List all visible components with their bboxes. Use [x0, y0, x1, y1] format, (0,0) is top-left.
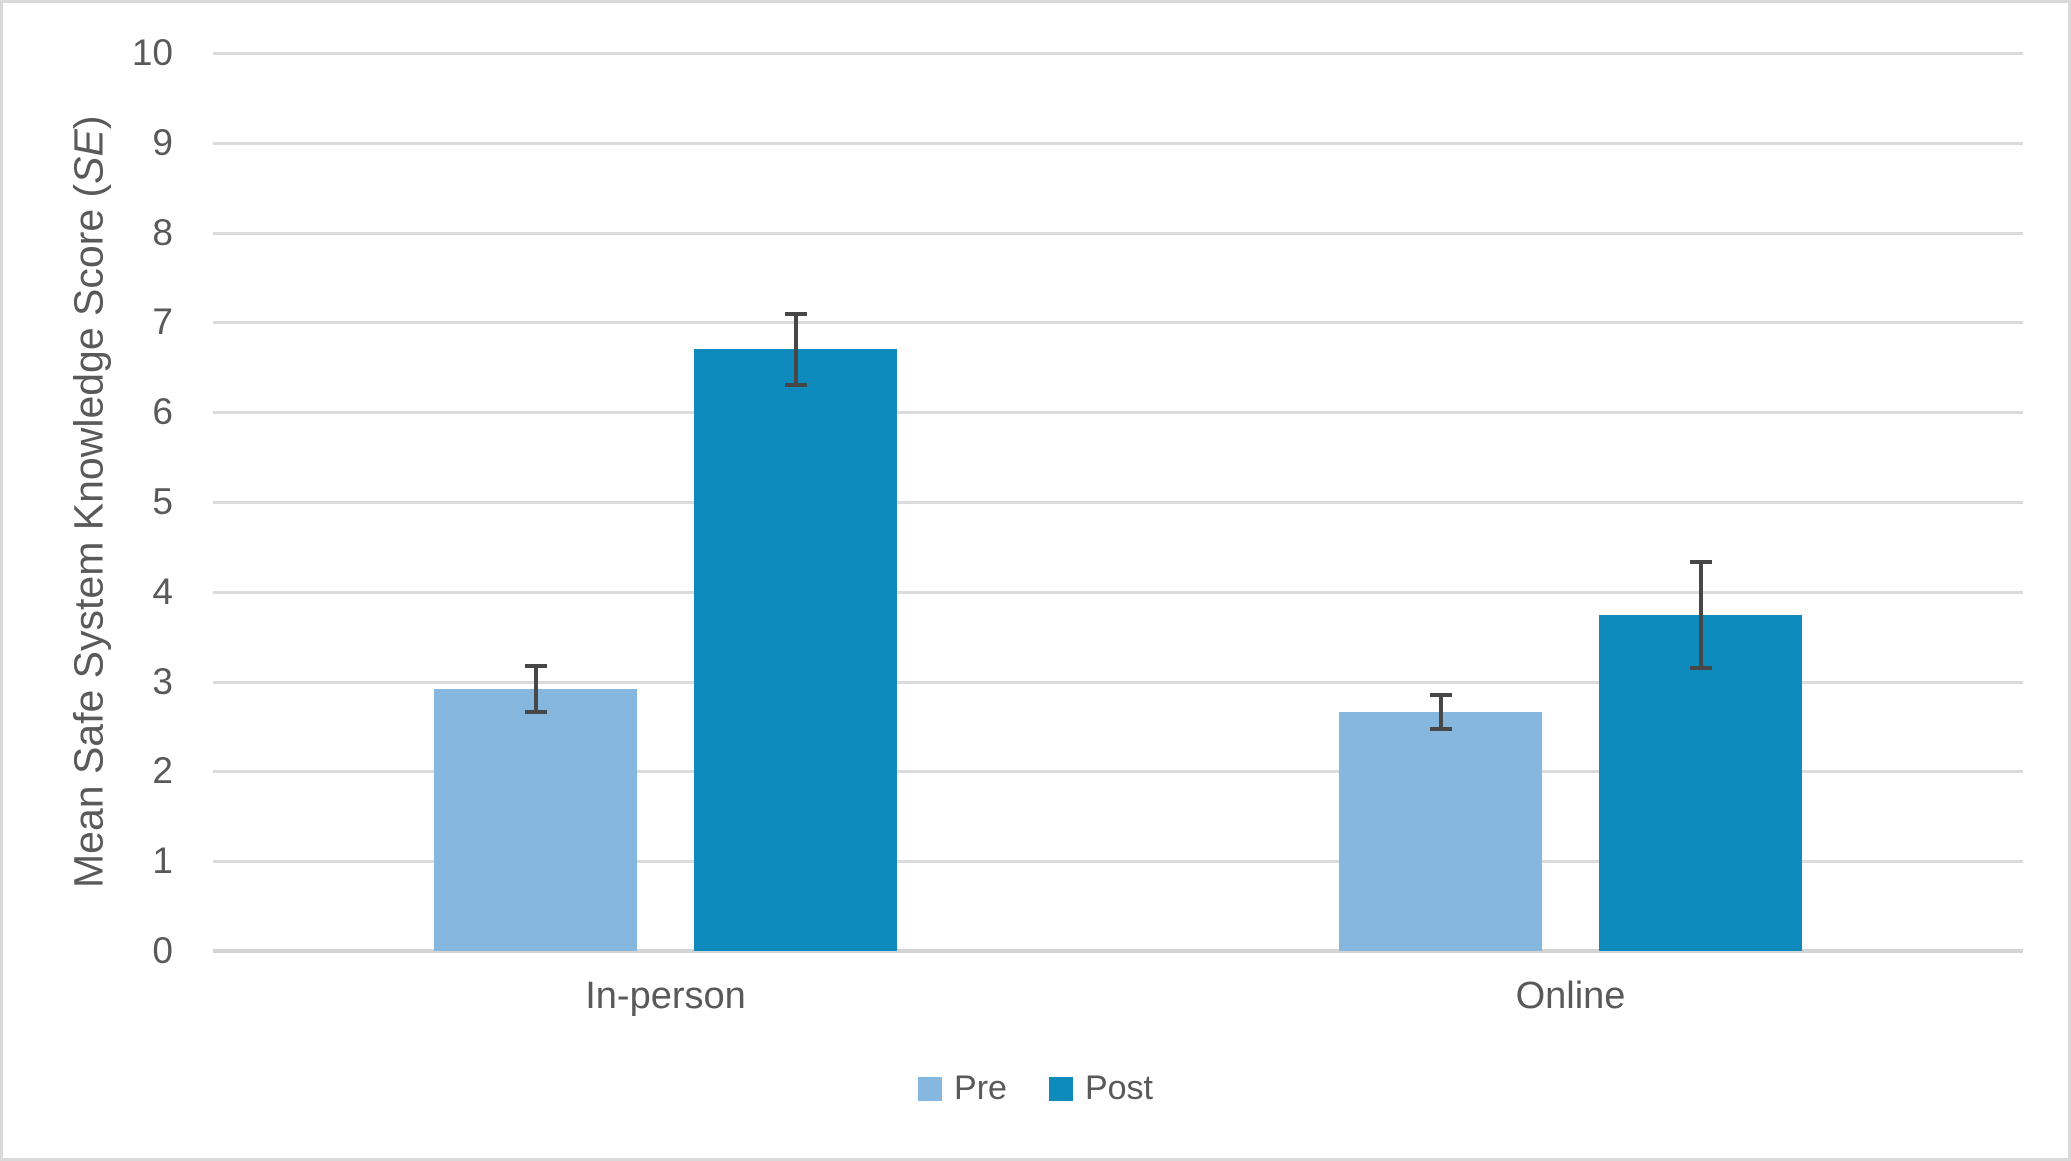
y-tick-label: 8 — [152, 211, 173, 253]
error-bar-cap-bottom — [1689, 665, 1712, 670]
error-bar-cap-top — [1689, 560, 1712, 565]
bar-post-online — [1599, 615, 1802, 951]
y-tick-label: 1 — [152, 840, 173, 882]
error-bar-cap-bottom — [784, 383, 807, 388]
gridline — [213, 141, 2023, 145]
legend-swatch-pre — [918, 1076, 943, 1101]
y-tick-label: 6 — [152, 391, 173, 433]
gridline — [213, 321, 2023, 325]
error-bar-line — [533, 663, 538, 714]
y-tick-label: 9 — [152, 121, 173, 163]
y-tick-label: 10 — [131, 32, 173, 73]
y-tick-label: 3 — [152, 660, 173, 702]
legend-swatch-post — [1048, 1076, 1073, 1101]
y-tick-label: 4 — [152, 570, 173, 612]
gridline — [213, 501, 2023, 504]
y-axis-tick-labels: 0 1 2 3 4 5 6 7 8 9 10 — [3, 33, 173, 971]
legend: Pre Post — [3, 1069, 2068, 1108]
y-tick-label: 2 — [152, 750, 173, 792]
error-bar-pre-in-person — [524, 663, 547, 714]
gridline — [213, 231, 2023, 235]
x-axis-category-labels: In-person Online — [213, 975, 2023, 1025]
legend-item-pre: Pre — [918, 1069, 1007, 1108]
legend-item-post: Post — [1048, 1069, 1153, 1108]
x-axis-line — [213, 949, 2023, 953]
y-tick-label: 0 — [152, 930, 173, 971]
error-bar-line — [1698, 560, 1703, 670]
bar-pre-in-person — [434, 688, 637, 951]
y-tick-label: 7 — [152, 301, 173, 343]
x-category-label-online: Online — [1515, 975, 1626, 1017]
error-bar-cap-bottom — [1429, 727, 1452, 731]
error-bar-cap-top — [1429, 693, 1452, 698]
gridline — [213, 680, 2023, 684]
y-tick-label: 5 — [152, 481, 173, 522]
bar-post-in-person — [694, 349, 897, 951]
error-bar-line — [1438, 693, 1443, 731]
bar-pre-online — [1339, 712, 1542, 951]
plot-area — [213, 52, 2023, 953]
x-category-label-in-person: In-person — [585, 975, 746, 1017]
error-bar-post-in-person — [784, 311, 807, 388]
gridline — [213, 860, 2023, 864]
error-bar-post-online — [1689, 560, 1712, 670]
gridline — [213, 52, 2023, 55]
error-bar-cap-bottom — [524, 709, 547, 714]
gridline — [213, 770, 2023, 774]
legend-label-pre: Pre — [954, 1069, 1007, 1107]
error-bar-cap-top — [784, 311, 807, 316]
error-bar-line — [793, 311, 798, 388]
error-bar-pre-online — [1429, 693, 1452, 731]
legend-label-post: Post — [1084, 1069, 1153, 1107]
gridline — [213, 411, 2023, 415]
error-bar-cap-top — [524, 663, 547, 668]
gridline — [213, 590, 2023, 594]
